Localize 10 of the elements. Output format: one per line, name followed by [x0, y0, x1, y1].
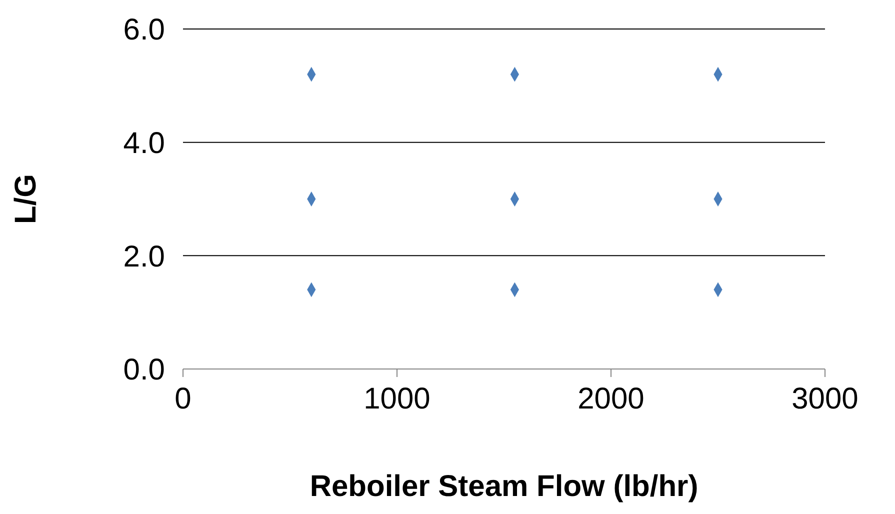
- y-tick-label: 0.0: [123, 354, 165, 387]
- x-tick-label: 1000: [364, 382, 430, 416]
- x-tick-label: 2000: [578, 382, 644, 416]
- y-tick-label: 6.0: [123, 14, 165, 47]
- x-axis-title: Reboiler Steam Flow (lb/hr): [310, 470, 698, 503]
- y-axis-title: L/G: [10, 174, 43, 224]
- y-tick-label: 4.0: [123, 126, 165, 160]
- y-tick-label: 2.0: [123, 240, 165, 274]
- x-tick-label: 0: [174, 382, 192, 416]
- x-tick-label: 3000: [792, 382, 858, 416]
